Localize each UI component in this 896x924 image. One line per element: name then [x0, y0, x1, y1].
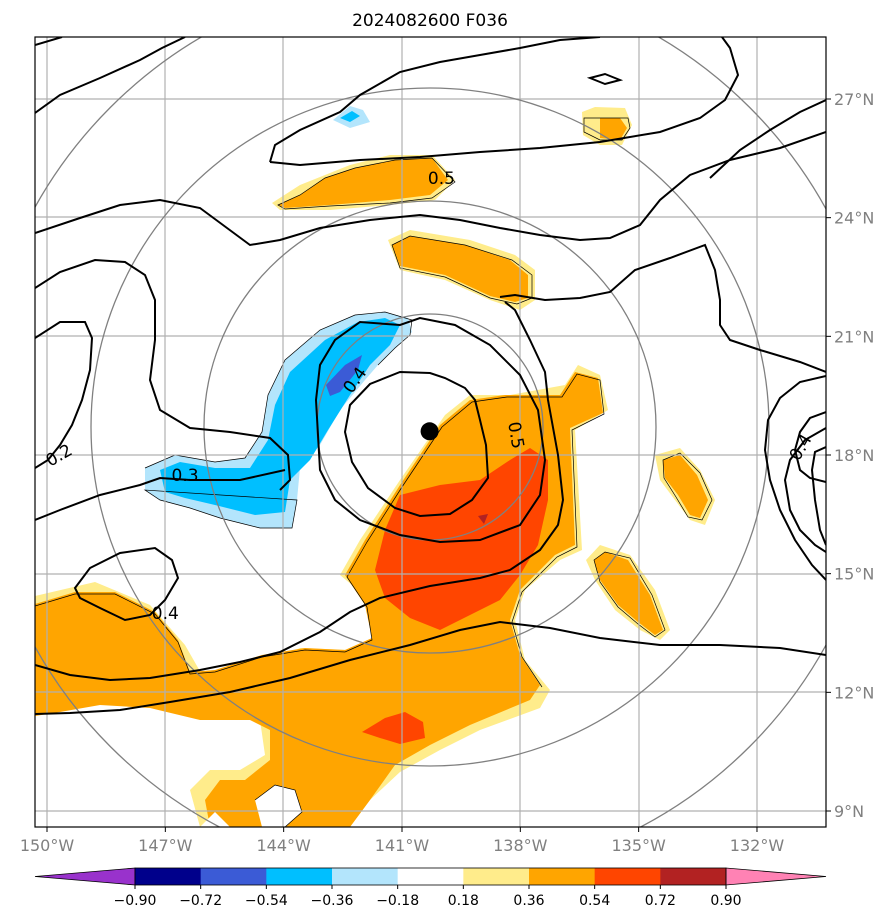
colorbar-segment — [332, 868, 399, 885]
y-tick-label: 9°N — [834, 802, 864, 821]
colorbar-segment — [594, 868, 661, 885]
y-tick-label: 18°N — [834, 446, 874, 465]
colorbar-segment — [135, 868, 202, 885]
colorbar: −0.90 −0.72 −0.54 −0.36 −0.18 0.18 0.36 0.54 0.7… — [34, 867, 827, 909]
colorbar-tick-label: −0.90 — [114, 893, 157, 909]
shading-holes — [200, 785, 302, 827]
shading-darkred — [478, 514, 488, 524]
colorbar-tick-label: 0.54 — [579, 893, 610, 909]
contours — [35, 37, 826, 715]
colorbar-segment — [529, 868, 596, 885]
colorbar-tick-label: −0.72 — [179, 893, 222, 909]
colorbar-extend-high — [725, 867, 827, 886]
x-tick-label: 135°W — [611, 836, 666, 855]
y-axis-ticks: 27°N 24°N 21°N 18°N 15°N 12°N 9°N — [826, 90, 874, 821]
colorbar-tick-label: −0.18 — [376, 893, 419, 909]
x-tick-label: 144°W — [256, 836, 311, 855]
colorbar-tick-label: 0.90 — [710, 893, 741, 909]
x-tick-label: 150°W — [20, 836, 75, 855]
gridlines — [35, 37, 826, 827]
figure-title: 2024082600 F036 — [352, 11, 508, 31]
colorbar-segment — [200, 868, 267, 885]
x-axis-ticks: 150°W 147°W 144°W 141°W 138°W 135°W 132°W — [20, 827, 785, 855]
map-area: 0.50.40.50.30.20.40.4 — [35, 37, 826, 827]
shading-darkblue — [326, 355, 362, 396]
map-frame — [34, 36, 827, 828]
contour-label: 0.4 — [152, 604, 179, 624]
y-tick-label: 27°N — [834, 90, 874, 109]
y-tick-label: 21°N — [834, 327, 874, 346]
colorbar-segment — [266, 868, 333, 885]
colorbar-outline — [134, 867, 727, 886]
colorbar-segment — [397, 868, 464, 885]
x-tick-label: 138°W — [493, 836, 548, 855]
contour-label: 0.5 — [428, 169, 455, 189]
colorbar-segment — [463, 868, 530, 885]
storm-center-marker — [420, 422, 439, 441]
y-tick-label: 12°N — [834, 683, 874, 702]
x-tick-label: 147°W — [138, 836, 193, 855]
shading-red — [362, 448, 548, 744]
y-tick-label: 24°N — [834, 209, 874, 228]
colorbar-tick-label: 0.72 — [645, 893, 676, 909]
x-tick-label: 132°W — [730, 836, 785, 855]
y-tick-label: 15°N — [834, 565, 874, 584]
x-tick-label: 141°W — [375, 836, 430, 855]
colorbar-tick-label: −0.36 — [311, 893, 354, 909]
colorbar-tick-label: 0.36 — [513, 893, 544, 909]
colorbar-extend-low — [34, 867, 136, 886]
colorbar-segment — [660, 868, 727, 885]
contour-label: 0.3 — [172, 466, 199, 486]
colorbar-tick-label: −0.54 — [245, 893, 288, 909]
shading-blue — [160, 111, 400, 515]
contour-label: 0.5 — [503, 420, 527, 450]
colorbar-tick-label: 0.18 — [448, 893, 479, 909]
